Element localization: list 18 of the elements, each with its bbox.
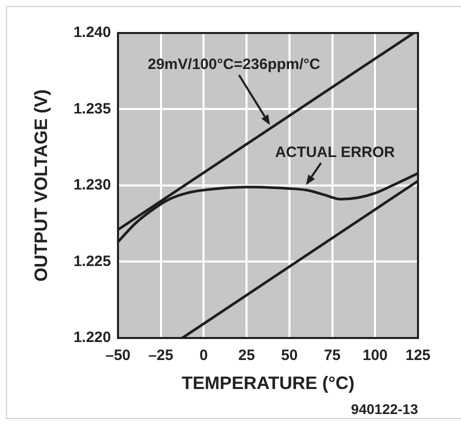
x-axis-title: TEMPERATURE (°C) (182, 373, 354, 394)
annotation: ACTUAL ERROR (275, 144, 396, 162)
y-tick-label: 1.240 (73, 24, 111, 42)
x-tick-label: 50 (281, 347, 298, 364)
x-tick-label: 75 (324, 347, 341, 364)
x-tick-label: 125 (405, 347, 431, 364)
x-tick-label: –25 (148, 347, 174, 364)
x-tick-label: 0 (200, 347, 208, 364)
text: 940122-13 (351, 401, 418, 417)
y-tick-label: 1.230 (73, 176, 111, 194)
annotation: 29mV/100°C=236ppm/°C (148, 56, 320, 74)
y-tick-label: 1.225 (73, 252, 111, 270)
y-tick-label: 1.220 (73, 329, 111, 346)
x-tick-label: 100 (362, 347, 388, 364)
x-tick-label: –50 (105, 347, 131, 364)
y-axis-title: OUTPUT VOLTAGE (V) (30, 89, 51, 282)
y-tick-label: 1.235 (73, 100, 111, 118)
x-tick-label: 25 (238, 347, 255, 364)
